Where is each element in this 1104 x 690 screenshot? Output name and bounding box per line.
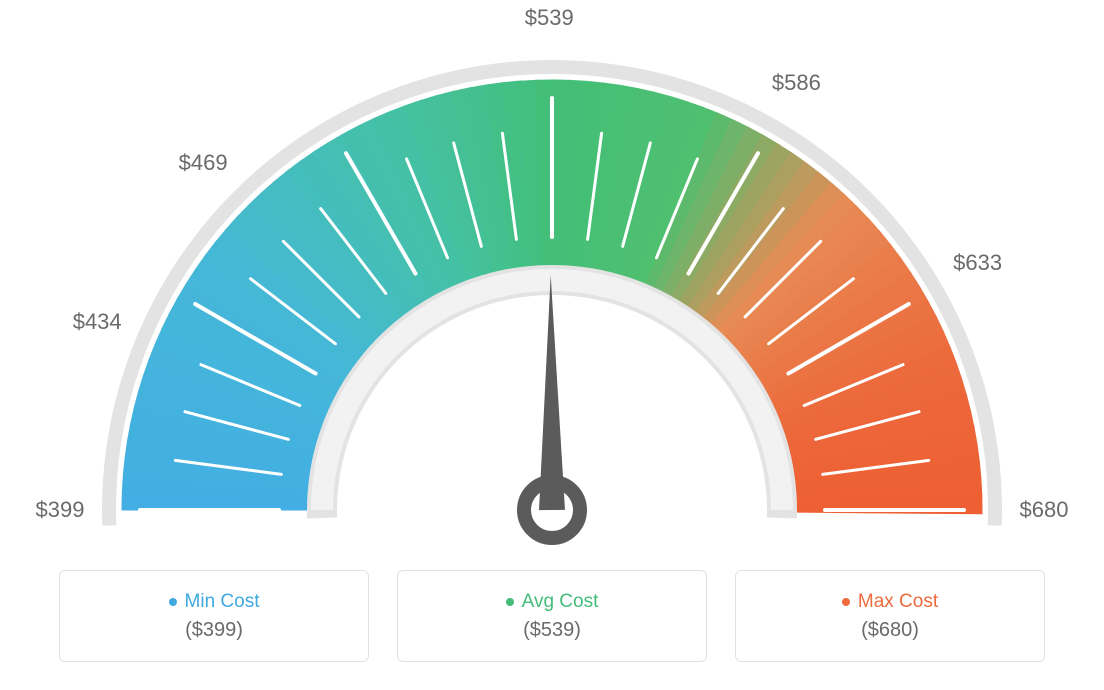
legend-card-max: Max Cost ($680) <box>735 570 1045 662</box>
legend-row: Min Cost ($399) Avg Cost ($539) Max Cost… <box>0 570 1104 662</box>
gauge-chart: $399 $434 $469 $539 $586 $633 $680 <box>0 0 1104 560</box>
legend-max-top: Max Cost <box>842 591 938 613</box>
gauge-tick-label: $586 <box>772 70 821 96</box>
legend-avg-value: ($539) <box>523 619 581 642</box>
legend-max-dot <box>842 598 850 606</box>
gauge-tick-label: $434 <box>73 309 122 335</box>
gauge-tick-label: $399 <box>36 497 85 523</box>
legend-max-value: ($680) <box>861 619 919 642</box>
gauge-needle <box>539 275 565 510</box>
legend-card-avg: Avg Cost ($539) <box>397 570 707 662</box>
legend-min-label: Min Cost <box>185 591 260 613</box>
gauge-tick-label: $680 <box>1020 497 1069 523</box>
legend-min-value: ($399) <box>185 619 243 642</box>
legend-card-min: Min Cost ($399) <box>59 570 369 662</box>
gauge-tick-label: $633 <box>953 250 1002 276</box>
legend-min-dot <box>169 598 177 606</box>
legend-max-label: Max Cost <box>858 591 938 613</box>
legend-avg-top: Avg Cost <box>506 591 599 613</box>
gauge-tick-label: $539 <box>525 5 574 31</box>
legend-min-top: Min Cost <box>169 591 260 613</box>
legend-avg-label: Avg Cost <box>522 591 599 613</box>
gauge-tick-label: $469 <box>179 150 228 176</box>
gauge-svg <box>0 0 1104 560</box>
legend-avg-dot <box>506 598 514 606</box>
